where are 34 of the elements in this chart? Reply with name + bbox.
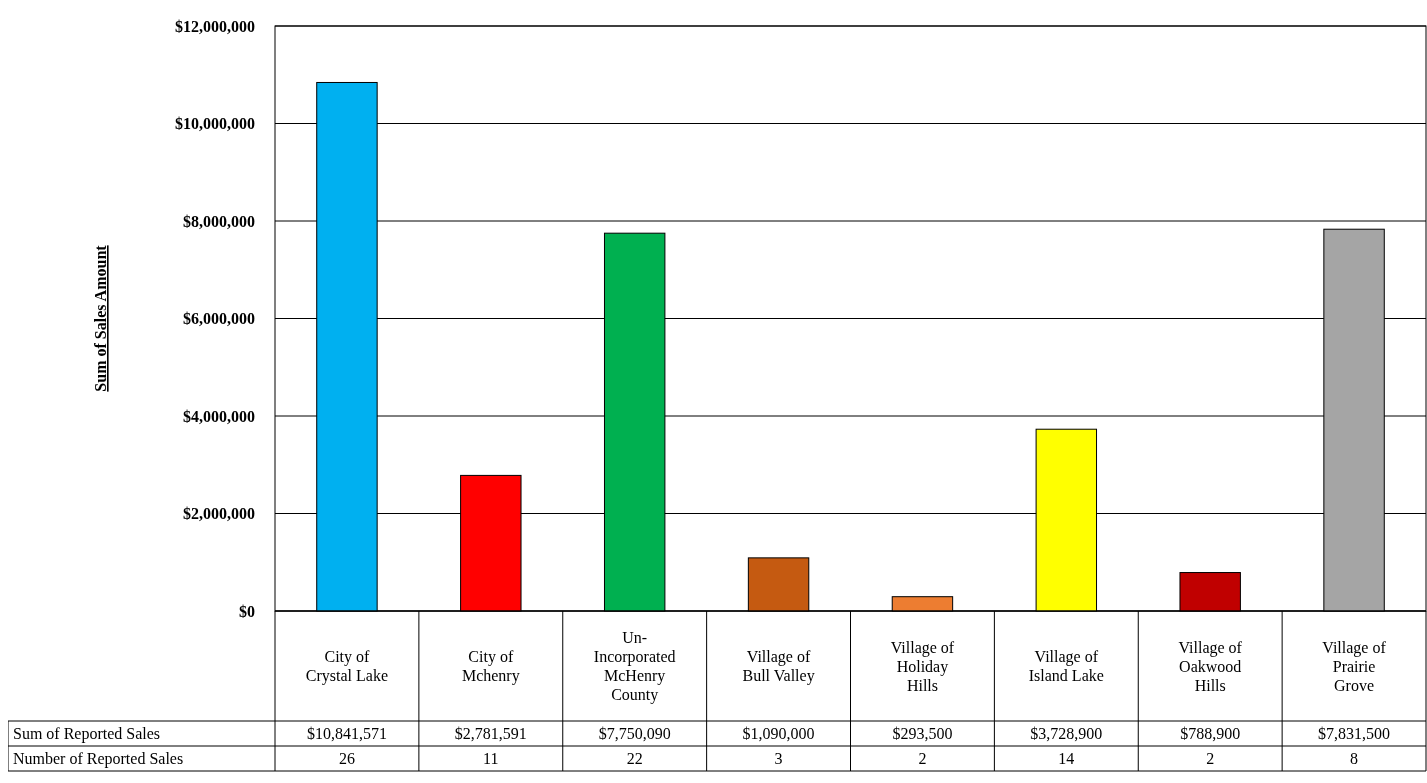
- text: 2: [918, 750, 927, 768]
- data-label: $2,781,591: [454, 725, 527, 743]
- text: 14: [1058, 750, 1075, 768]
- x-tick-label: Un-Incorporated McHenry County: [593, 629, 676, 705]
- text: Number of Reported Sales: [13, 750, 184, 769]
- text: 3: [774, 750, 783, 768]
- y-tick-label: $2,000,000: [183, 505, 255, 523]
- x-tick-label: Village of Oakwood Hills: [1178, 638, 1243, 694]
- data-label: $7,750,090: [598, 725, 671, 743]
- x-tick-label: Village of Bull Valley: [742, 648, 815, 686]
- x-tick-label: Village of Prairie Grove: [1322, 638, 1387, 694]
- data-label: $10,841,571: [306, 725, 387, 743]
- x-tick-label: Village of Island Lake: [1028, 648, 1104, 685]
- y-tick-label: $4,000,000: [183, 407, 255, 425]
- x-tick-label: City of Crystal Lake: [305, 648, 389, 686]
- data-label: $3,728,900: [1030, 725, 1103, 743]
- y-tick-label: $10,000,000: [175, 115, 255, 133]
- text: 8: [1350, 750, 1359, 768]
- text: 11: [483, 750, 499, 768]
- x-tick-label: Village of Holiday Hills: [890, 638, 955, 694]
- data-label: $788,900: [1180, 725, 1241, 743]
- x-tick-label: City of Mchenry: [461, 648, 520, 686]
- data-label: $293,500: [892, 725, 953, 743]
- y-tick-label: $0: [239, 602, 255, 620]
- text: 22: [626, 750, 643, 768]
- data-label: $1,090,000: [742, 725, 815, 743]
- y-axis-title: Sum of Sales Amount: [92, 244, 109, 392]
- text: 2: [1206, 750, 1215, 768]
- text: 26: [338, 750, 355, 768]
- y-tick-label: $8,000,000: [183, 212, 255, 230]
- data-label: $7,831,500: [1318, 725, 1391, 743]
- text: Sum of Reported Sales: [13, 725, 161, 744]
- y-tick-label: $6,000,000: [183, 310, 255, 328]
- y-tick-label: $12,000,000: [175, 17, 255, 35]
